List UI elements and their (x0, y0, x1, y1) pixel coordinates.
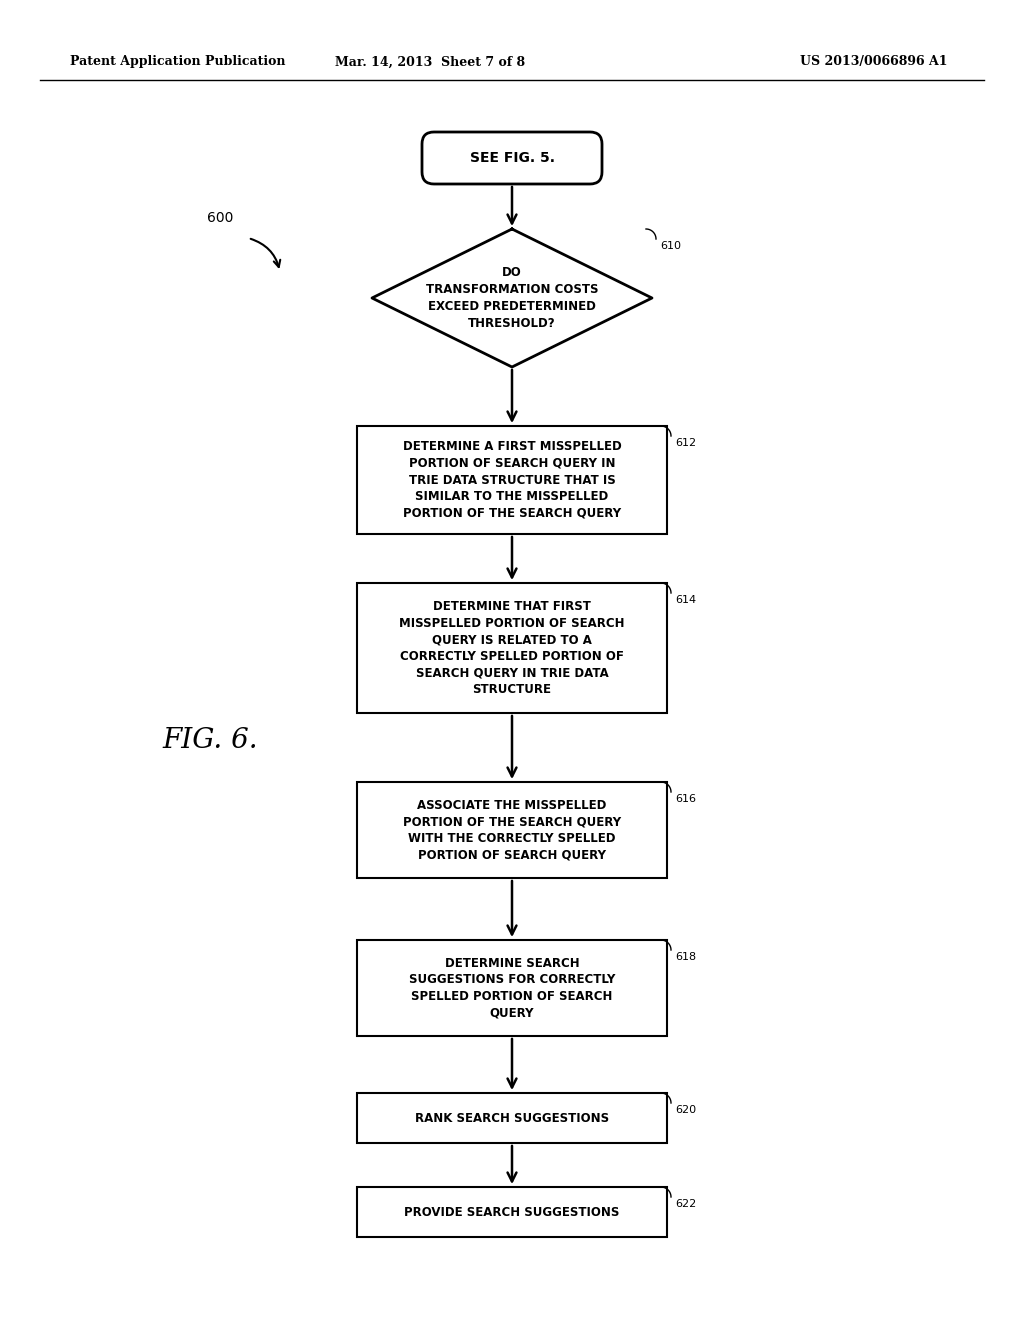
Text: PROVIDE SEARCH SUGGESTIONS: PROVIDE SEARCH SUGGESTIONS (404, 1205, 620, 1218)
Text: DO
TRANSFORMATION COSTS
EXCEED PREDETERMINED
THRESHOLD?: DO TRANSFORMATION COSTS EXCEED PREDETERM… (426, 267, 598, 330)
Text: DETERMINE THAT FIRST
MISSPELLED PORTION OF SEARCH
QUERY IS RELATED TO A
CORRECTL: DETERMINE THAT FIRST MISSPELLED PORTION … (399, 601, 625, 696)
Text: 616: 616 (675, 795, 696, 804)
Text: 622: 622 (675, 1199, 696, 1209)
FancyBboxPatch shape (422, 132, 602, 183)
Polygon shape (372, 228, 652, 367)
Text: FIG. 6.: FIG. 6. (162, 726, 258, 754)
Bar (357, 426, 667, 535)
Text: 620: 620 (675, 1105, 696, 1115)
Bar (357, 940, 667, 1036)
Text: 618: 618 (675, 952, 696, 962)
Text: Patent Application Publication: Patent Application Publication (70, 55, 286, 69)
Bar (357, 781, 667, 878)
Text: 610: 610 (660, 242, 681, 251)
Text: Mar. 14, 2013  Sheet 7 of 8: Mar. 14, 2013 Sheet 7 of 8 (335, 55, 525, 69)
Text: SEE FIG. 5.: SEE FIG. 5. (469, 150, 555, 165)
Text: DETERMINE A FIRST MISSPELLED
PORTION OF SEARCH QUERY IN
TRIE DATA STRUCTURE THAT: DETERMINE A FIRST MISSPELLED PORTION OF … (402, 441, 622, 520)
Bar (357, 583, 667, 713)
Text: US 2013/0066896 A1: US 2013/0066896 A1 (800, 55, 947, 69)
Text: RANK SEARCH SUGGESTIONS: RANK SEARCH SUGGESTIONS (415, 1111, 609, 1125)
Text: 614: 614 (675, 595, 696, 605)
Text: 612: 612 (675, 438, 696, 447)
Text: ASSOCIATE THE MISSPELLED
PORTION OF THE SEARCH QUERY
WITH THE CORRECTLY SPELLED
: ASSOCIATE THE MISSPELLED PORTION OF THE … (402, 799, 622, 861)
Bar (357, 1187, 667, 1237)
Text: 600: 600 (207, 211, 233, 224)
Bar (357, 1093, 667, 1143)
Text: DETERMINE SEARCH
SUGGESTIONS FOR CORRECTLY
SPELLED PORTION OF SEARCH
QUERY: DETERMINE SEARCH SUGGESTIONS FOR CORRECT… (409, 957, 615, 1019)
